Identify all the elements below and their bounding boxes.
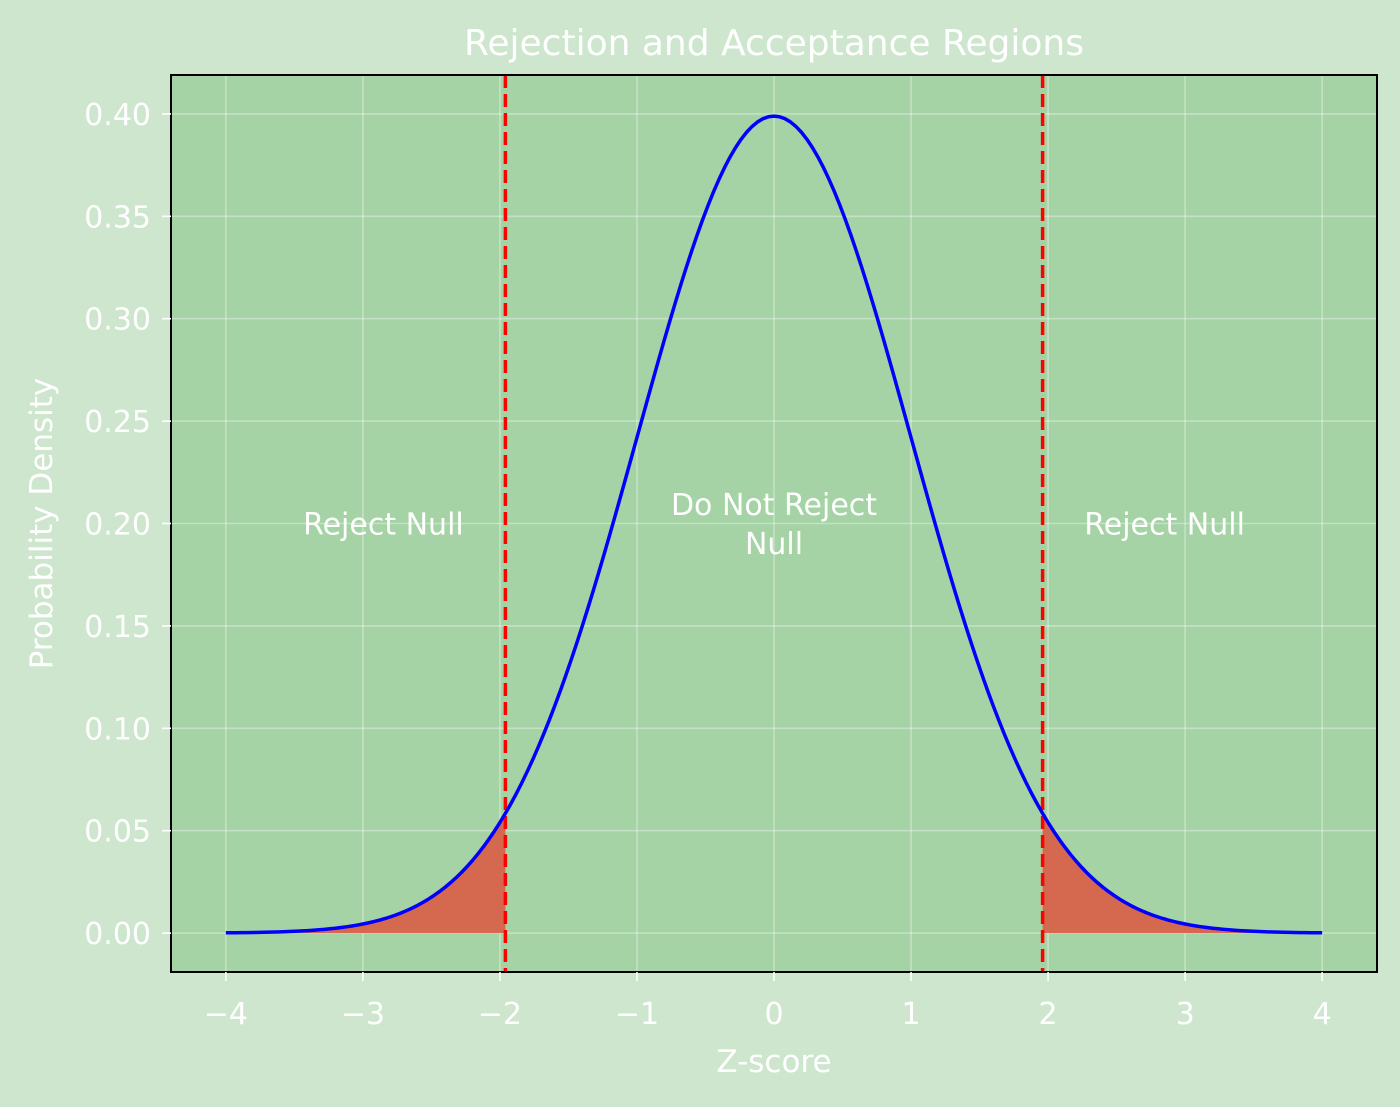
- x-tick-label: 3: [1176, 997, 1195, 1032]
- annotation-line: Null: [745, 527, 803, 562]
- y-tick-label: 0.15: [84, 610, 151, 645]
- x-axis-label: Z-score: [716, 1044, 831, 1080]
- y-tick-label: 0.10: [84, 712, 151, 747]
- y-axis-label: Probability Density: [24, 378, 60, 670]
- y-tick-label: 0.35: [84, 200, 151, 235]
- y-tick-label: 0.40: [84, 98, 151, 133]
- x-tick-label: 0: [764, 997, 783, 1032]
- y-tick-label: 0.20: [84, 508, 151, 543]
- normal-pdf-curve: [225, 114, 1323, 935]
- x-tick-label: −2: [478, 997, 522, 1032]
- x-tick-label: 1: [901, 997, 920, 1032]
- x-tick-label: −4: [204, 997, 248, 1032]
- x-tick-label: 4: [1313, 997, 1332, 1032]
- right-rejection-region: [1042, 813, 1323, 934]
- region-annotation: Do Not Reject Null: [671, 488, 877, 562]
- y-tick-label: 0.00: [84, 917, 151, 952]
- y-tick-label: 0.30: [84, 303, 151, 338]
- annotation-line: Do Not Reject: [671, 488, 877, 523]
- annotation-line: Reject Null: [303, 508, 464, 543]
- x-tick-label: −1: [615, 997, 659, 1032]
- region-annotation: Reject Null: [303, 508, 464, 543]
- region-annotation: Reject Null: [1084, 508, 1245, 543]
- x-tick-label: 2: [1039, 997, 1058, 1032]
- annotation-line: Reject Null: [1084, 508, 1245, 543]
- left-rejection-region: [225, 813, 506, 934]
- y-tick-label: 0.05: [84, 815, 151, 850]
- chart-title: Rejection and Acceptance Regions: [464, 23, 1084, 64]
- y-tick-label: 0.25: [84, 405, 151, 440]
- x-tick-label: −3: [341, 997, 385, 1032]
- plot-area: [171, 75, 1377, 972]
